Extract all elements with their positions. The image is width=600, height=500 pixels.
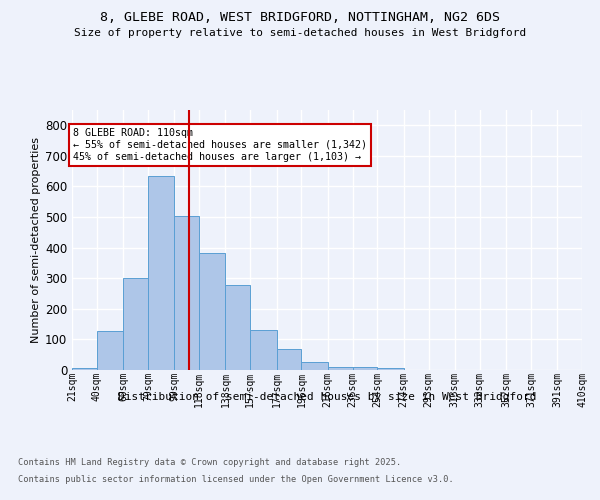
Text: 8 GLEBE ROAD: 110sqm
← 55% of semi-detached houses are smaller (1,342)
45% of se: 8 GLEBE ROAD: 110sqm ← 55% of semi-detac… bbox=[73, 128, 367, 162]
Text: Contains public sector information licensed under the Open Government Licence v3: Contains public sector information licen… bbox=[18, 474, 454, 484]
Y-axis label: Number of semi-detached properties: Number of semi-detached properties bbox=[31, 137, 41, 343]
Bar bbox=[353, 367, 377, 370]
Bar bbox=[123, 278, 148, 370]
Bar bbox=[328, 367, 353, 370]
Bar bbox=[226, 284, 250, 370]
Bar bbox=[148, 176, 174, 370]
Text: 8, GLEBE ROAD, WEST BRIDGFORD, NOTTINGHAM, NG2 6DS: 8, GLEBE ROAD, WEST BRIDGFORD, NOTTINGHA… bbox=[100, 11, 500, 24]
Bar bbox=[250, 330, 277, 370]
Bar bbox=[97, 331, 123, 370]
Bar bbox=[377, 368, 404, 370]
Bar bbox=[174, 216, 199, 370]
Bar bbox=[301, 362, 328, 370]
Bar bbox=[72, 368, 97, 370]
Bar bbox=[277, 348, 301, 370]
Text: Distribution of semi-detached houses by size in West Bridgford: Distribution of semi-detached houses by … bbox=[118, 392, 536, 402]
Bar bbox=[199, 253, 226, 370]
Text: Size of property relative to semi-detached houses in West Bridgford: Size of property relative to semi-detach… bbox=[74, 28, 526, 38]
Text: Contains HM Land Registry data © Crown copyright and database right 2025.: Contains HM Land Registry data © Crown c… bbox=[18, 458, 401, 467]
